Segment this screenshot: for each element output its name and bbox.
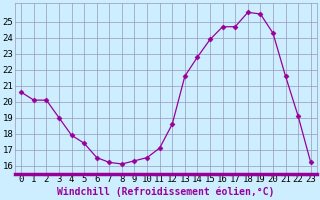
- X-axis label: Windchill (Refroidissement éolien,°C): Windchill (Refroidissement éolien,°C): [57, 187, 275, 197]
